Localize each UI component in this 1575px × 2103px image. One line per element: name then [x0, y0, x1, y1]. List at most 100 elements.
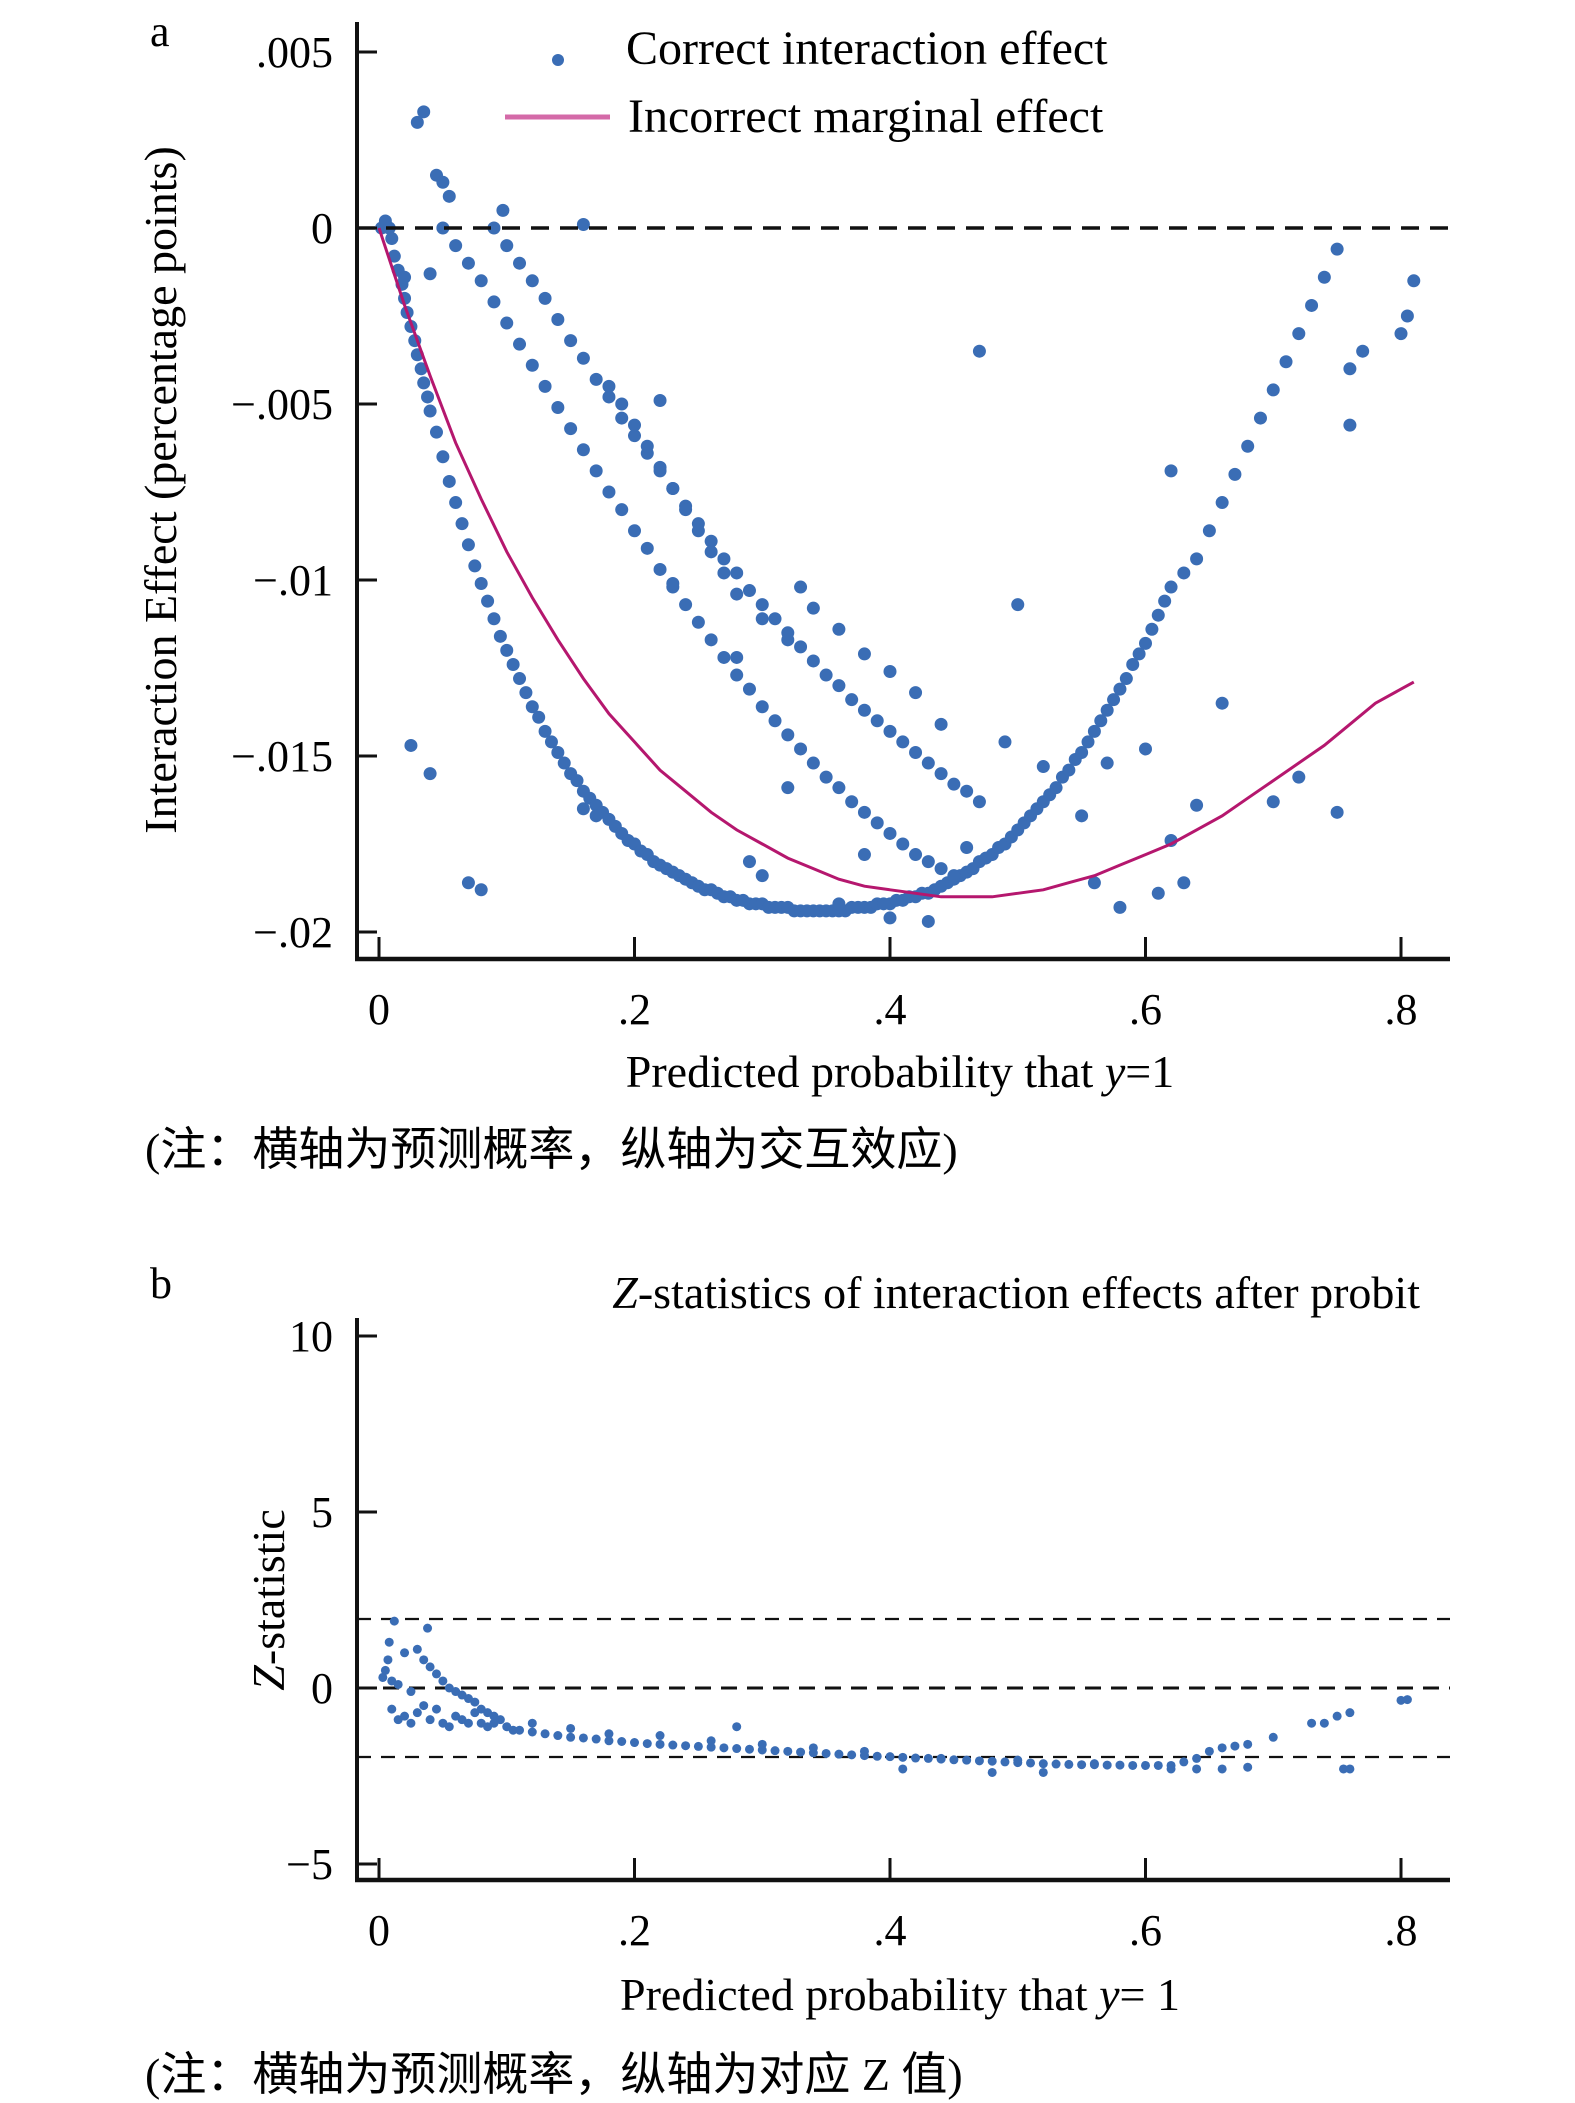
data-point [1164, 464, 1178, 478]
data-point [1266, 383, 1280, 397]
data-point [508, 1725, 518, 1735]
data-point [666, 577, 680, 591]
panel-b-x-ticks: 0 .2 .4 .6 .8 [368, 1858, 1418, 1955]
data-point [653, 562, 667, 576]
data-point [617, 1737, 627, 1747]
data-point [1266, 795, 1280, 809]
data-point [755, 598, 769, 612]
data-point [1064, 1759, 1074, 1769]
data-point [934, 767, 948, 781]
data-point [806, 756, 820, 770]
data-point [768, 714, 782, 728]
data-point [1215, 696, 1229, 710]
data-point [384, 1637, 394, 1647]
data-point [1402, 1695, 1412, 1705]
data-point [444, 1722, 454, 1732]
data-point [1339, 1764, 1349, 1774]
data-point [987, 1756, 997, 1766]
data-point [431, 1704, 441, 1714]
data-point [1305, 298, 1319, 312]
legend-point-marker [552, 54, 564, 66]
data-point [1345, 1708, 1355, 1718]
x-tick-label: .2 [618, 1906, 651, 1955]
data-point [857, 848, 871, 862]
data-point [500, 239, 514, 253]
data-point [410, 115, 424, 129]
data-point [570, 774, 584, 788]
data-point [962, 1755, 972, 1765]
data-point [423, 1623, 433, 1633]
data-point [1292, 770, 1306, 784]
data-point [883, 826, 897, 840]
panel-b-y-axis-title: Z-statistic [243, 1509, 294, 1690]
data-point [525, 358, 539, 372]
panel-b-x-axis-title: Predicted probability that y= 1 [620, 1969, 1180, 2020]
data-point [406, 1718, 416, 1728]
data-point [566, 1732, 576, 1742]
data-point [1000, 1757, 1010, 1767]
data-point [717, 552, 731, 566]
data-point [576, 351, 590, 365]
data-point [936, 1753, 946, 1763]
data-point [1126, 657, 1140, 671]
data-point [1026, 1758, 1036, 1768]
data-point [1077, 1760, 1087, 1770]
data-point [425, 1715, 435, 1725]
data-point [538, 291, 552, 305]
data-point [1062, 763, 1076, 777]
data-point [1177, 566, 1191, 580]
data-point [909, 686, 923, 700]
data-point [429, 425, 443, 439]
data-point [1166, 1764, 1176, 1774]
data-point [438, 1676, 448, 1686]
ylabel-rest: -statistic [243, 1509, 294, 1665]
data-point [1243, 1739, 1253, 1749]
data-point [576, 443, 590, 457]
data-point [551, 313, 565, 327]
panel-a-x-axis-title: Predicted probability that y=1 [626, 1046, 1174, 1097]
data-point [1319, 1718, 1329, 1728]
data-point [679, 503, 693, 517]
data-point [630, 1738, 639, 1748]
panel-a-legend: Correct interaction effect Incorrect mar… [505, 22, 1108, 143]
data-point [730, 668, 744, 682]
data-point [1345, 1764, 1355, 1774]
data-point [1094, 714, 1108, 728]
data-point [857, 703, 871, 717]
data-point [742, 584, 756, 598]
data-point [412, 1708, 422, 1718]
data-point [1192, 1764, 1202, 1774]
data-point [393, 1679, 403, 1689]
data-point [1202, 524, 1216, 538]
data-point [909, 848, 923, 862]
marginal-effect-line [377, 227, 1415, 899]
panel-a-points [375, 105, 1421, 928]
data-point [794, 580, 808, 594]
panel-a-x-ticks: 0 .2 .4 .6 .8 [368, 937, 1418, 1034]
data-point [757, 1739, 767, 1749]
data-point [1394, 327, 1408, 341]
data-point [719, 1743, 729, 1753]
data-point [960, 841, 974, 855]
data-point [794, 640, 808, 654]
data-point [553, 1731, 563, 1741]
data-point [1089, 1759, 1099, 1769]
data-point [1151, 886, 1165, 900]
data-point [487, 221, 501, 235]
data-point [1215, 496, 1229, 510]
data-point [1190, 552, 1204, 566]
data-point [1051, 1759, 1061, 1769]
x-title-prefix: Predicted probability that [620, 1969, 1099, 2020]
data-point [832, 679, 846, 693]
data-point [615, 503, 629, 517]
data-point [911, 1753, 921, 1763]
data-point [1217, 1764, 1227, 1774]
panel-a: a .005 0 −.005 −.01 −.015 −.02 0 .2 .4 .6 .8 Inte… [135, 7, 1450, 1175]
data-point [706, 1736, 716, 1746]
data-point [615, 397, 629, 411]
data-point [1145, 622, 1159, 636]
data-point [495, 1715, 505, 1725]
panel-b-reference-lines [357, 1617, 1450, 1759]
panel-b-y-ticks: 10 5 0 −5 [286, 1312, 377, 1889]
data-point [461, 256, 475, 270]
